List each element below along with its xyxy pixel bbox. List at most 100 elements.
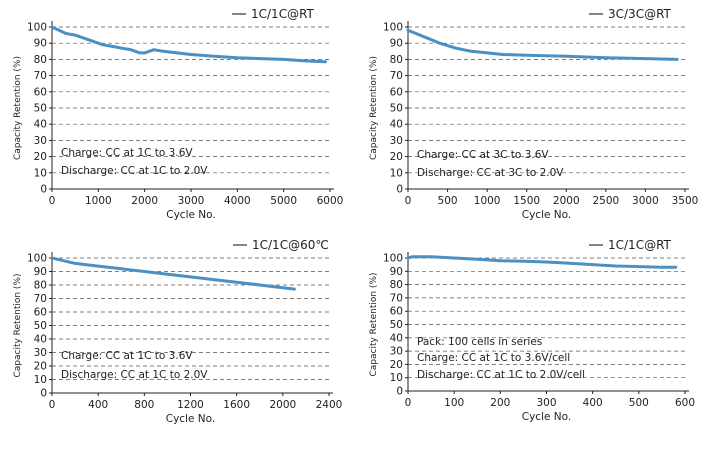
- x-tick-label: 300: [536, 397, 556, 409]
- x-tick-label: 600: [675, 397, 695, 409]
- x-tick-label: 3000: [632, 195, 659, 207]
- x-tick-label: 6000: [317, 195, 344, 207]
- x-tick-label: 100: [444, 397, 464, 409]
- y-tick-label: 20: [390, 151, 403, 163]
- y-tick-label: 70: [34, 293, 47, 305]
- x-tick-label: 1500: [513, 195, 540, 207]
- y-tick-label: 60: [390, 86, 403, 98]
- x-tick-label: 0: [49, 195, 56, 207]
- y-tick-label: 40: [34, 334, 47, 346]
- y-axis-title: Capacity Retention (%): [369, 56, 379, 160]
- legend-label: 3C/3C@RT: [608, 7, 672, 21]
- y-tick-label: 80: [390, 54, 403, 66]
- x-tick-label: 200: [490, 397, 510, 409]
- x-tick-label: 1000: [474, 195, 501, 207]
- y-tick-label: 20: [34, 361, 47, 373]
- x-tick-label: 3500: [672, 195, 699, 207]
- annotation-text: Discharge: CC at 3C to 2.0V: [417, 167, 564, 179]
- x-axis-title: Cycle No.: [166, 209, 215, 221]
- x-tick-label: 1000: [85, 195, 112, 207]
- annotation-text: Discharge: CC at 1C to 2.0V/cell: [417, 369, 585, 381]
- annotation-text: Pack: 100 cells in series: [417, 336, 542, 348]
- y-tick-label: 10: [390, 372, 403, 384]
- legend-label: 1C/1C@RT: [608, 238, 672, 252]
- x-tick-label: 1600: [223, 399, 250, 411]
- series-line: [406, 28, 679, 61]
- y-tick-label: 20: [34, 151, 47, 163]
- y-tick-label: 10: [34, 167, 47, 179]
- y-tick-label: 80: [34, 280, 47, 292]
- series-line: [406, 255, 678, 269]
- y-tick-label: 40: [390, 332, 403, 344]
- annotation-text: Charge: CC at 1C to 3.6V: [61, 350, 193, 362]
- y-tick-label: 0: [396, 386, 403, 398]
- y-tick-label: 90: [390, 38, 403, 50]
- y-tick-label: 0: [40, 184, 47, 196]
- y-tick-label: 40: [390, 119, 403, 131]
- x-tick-label: 2400: [316, 399, 343, 411]
- annotation-text: Charge: CC at 1C to 3.6V/cell: [417, 352, 570, 364]
- x-tick-label: 0: [49, 399, 56, 411]
- y-tick-label: 30: [390, 135, 403, 147]
- y-tick-label: 100: [27, 253, 47, 265]
- y-tick-label: 0: [396, 184, 403, 196]
- x-tick-label: 4000: [224, 195, 251, 207]
- y-axis-title: Capacity Retention (%): [13, 273, 23, 377]
- annotation-text: Discharge: CC at 1C to 2.0V: [61, 165, 208, 177]
- y-tick-label: 70: [390, 70, 403, 82]
- x-tick-label: 0: [405, 397, 412, 409]
- y-axis-title: Capacity Retention (%): [369, 272, 379, 376]
- x-tick-label: 400: [88, 399, 108, 411]
- x-tick-label: 500: [438, 195, 458, 207]
- y-tick-label: 10: [34, 374, 47, 386]
- y-tick-label: 100: [383, 22, 403, 34]
- y-tick-label: 80: [390, 279, 403, 291]
- x-tick-label: 2500: [592, 195, 619, 207]
- y-tick-label: 60: [390, 306, 403, 318]
- annotation-text: Discharge: CC at 1C to 2.0V: [61, 369, 208, 381]
- x-tick-label: 800: [134, 399, 154, 411]
- y-tick-label: 60: [34, 307, 47, 319]
- x-tick-label: 500: [629, 397, 649, 409]
- x-axis-title: Cycle No.: [166, 413, 215, 425]
- y-tick-label: 40: [34, 119, 47, 131]
- y-tick-label: 30: [34, 347, 47, 359]
- y-tick-label: 50: [34, 103, 47, 115]
- x-tick-label: 1200: [177, 399, 204, 411]
- x-axis-title: Cycle No.: [522, 411, 571, 423]
- x-tick-label: 0: [405, 195, 412, 207]
- annotation-text: Charge: CC at 1C to 3.6V: [61, 147, 193, 159]
- series-line: [50, 25, 327, 64]
- x-tick-label: 5000: [270, 195, 297, 207]
- legend-label: 1C/1C@RT: [251, 7, 315, 21]
- x-axis-title: Cycle No.: [522, 209, 571, 221]
- y-tick-label: 30: [390, 346, 403, 358]
- x-tick-label: 400: [583, 397, 603, 409]
- y-tick-label: 20: [390, 359, 403, 371]
- y-tick-label: 100: [383, 253, 403, 265]
- y-tick-label: 30: [34, 135, 47, 147]
- annotation-text: Charge: CC at 3C to 3.6V: [417, 149, 549, 161]
- y-tick-label: 70: [390, 292, 403, 304]
- legend-label: 1C/1C@60℃: [252, 238, 329, 252]
- y-tick-label: 10: [390, 167, 403, 179]
- y-tick-label: 80: [34, 54, 47, 66]
- y-tick-label: 0: [40, 388, 47, 400]
- x-tick-label: 3000: [178, 195, 205, 207]
- y-tick-label: 50: [34, 320, 47, 332]
- y-tick-label: 90: [34, 266, 47, 278]
- y-axis-title: Capacity Retention (%): [13, 56, 23, 160]
- x-tick-label: 2000: [131, 195, 158, 207]
- x-tick-label: 2000: [269, 399, 296, 411]
- y-tick-label: 70: [34, 70, 47, 82]
- y-tick-label: 60: [34, 86, 47, 98]
- y-tick-label: 50: [390, 103, 403, 115]
- series-line: [50, 256, 296, 291]
- y-tick-label: 90: [390, 266, 403, 278]
- y-tick-label: 50: [390, 319, 403, 331]
